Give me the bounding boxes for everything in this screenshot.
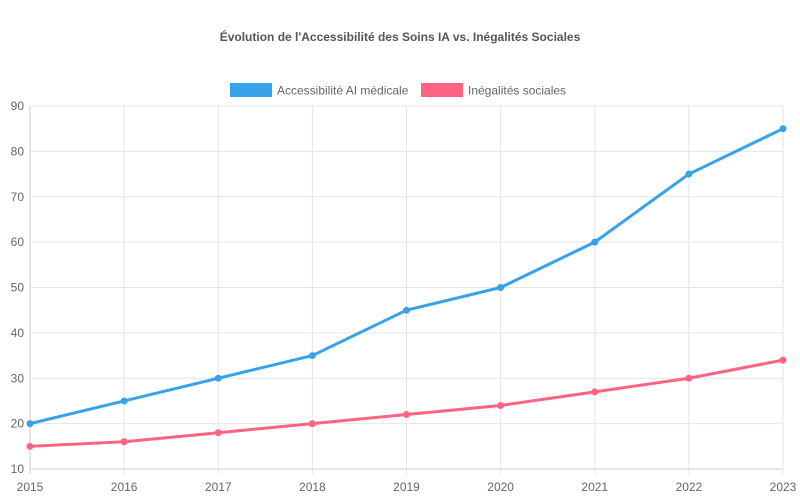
data-point xyxy=(779,125,787,133)
data-point xyxy=(685,170,693,178)
y-tick-label: 90 xyxy=(11,99,25,113)
data-point xyxy=(403,411,410,419)
x-tick-label: 2015 xyxy=(17,480,44,494)
axes: 10 20 30 40 50 60 70 80 90 2015 2016 2017 2018 2019 20… xyxy=(11,99,797,494)
data-point xyxy=(308,352,316,360)
data-point xyxy=(214,429,222,437)
data-point xyxy=(497,284,505,291)
grid xyxy=(29,105,784,474)
data-point xyxy=(214,374,222,382)
chart-title: Évolution de l'Accessibilité des Soins I… xyxy=(220,29,581,44)
y-tick-label: 70 xyxy=(11,190,25,204)
x-tick-label: 2022 xyxy=(676,480,703,494)
y-tick-label: 50 xyxy=(11,281,25,295)
y-tick-label: 40 xyxy=(11,326,25,340)
x-tick-label: 2023 xyxy=(770,480,797,494)
y-tick-label: 20 xyxy=(11,417,25,431)
x-tick-label: 2021 xyxy=(581,480,608,494)
x-tick-label: 2018 xyxy=(299,480,326,494)
x-tick-label: 2017 xyxy=(205,480,232,494)
data-point xyxy=(26,442,34,450)
y-tick-label: 80 xyxy=(11,144,25,158)
legend: Accessibilité AI médicale Inégalités soci… xyxy=(230,83,566,98)
data-point xyxy=(685,374,693,382)
y-tick-label: 30 xyxy=(11,371,25,385)
data-point xyxy=(120,438,128,446)
y-tick-label: 10 xyxy=(11,462,25,476)
series xyxy=(26,125,787,450)
data-point xyxy=(591,388,599,396)
legend-swatch xyxy=(421,83,463,97)
data-point xyxy=(308,420,316,428)
data-point xyxy=(779,356,787,364)
legend-swatch xyxy=(230,83,272,97)
data-point xyxy=(591,238,599,246)
x-tick-label: 2019 xyxy=(393,480,420,494)
legend-label: Inégalités sociales xyxy=(468,84,566,98)
data-point xyxy=(26,420,34,428)
data-point xyxy=(403,306,410,314)
data-point xyxy=(120,397,128,405)
x-tick-label: 2020 xyxy=(487,480,514,494)
x-tick-label: 2016 xyxy=(111,480,138,494)
y-tick-label: 60 xyxy=(11,235,25,249)
legend-label: Accessibilité AI médicale xyxy=(277,84,409,98)
data-point xyxy=(497,401,505,409)
